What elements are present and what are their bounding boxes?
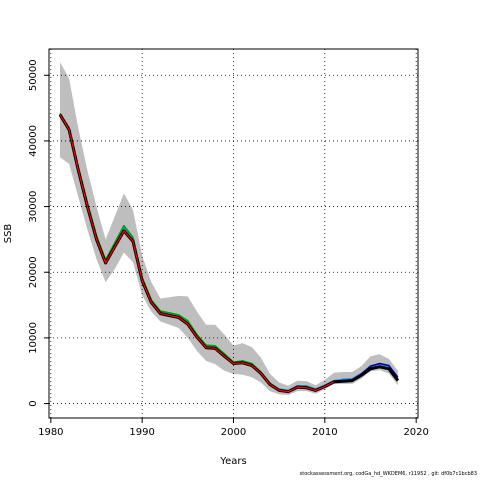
y-tick-label: 40000 bbox=[28, 125, 39, 157]
series-layer bbox=[58, 112, 400, 394]
confidence-band-layer bbox=[60, 62, 398, 395]
x-axis: 1980 1990 2000 2010 2020 bbox=[38, 417, 429, 438]
y-tick-label: 20000 bbox=[28, 256, 39, 288]
x-tick-label: 2020 bbox=[403, 427, 428, 438]
x-tick-label: 1980 bbox=[38, 427, 63, 438]
y-tick-label: 10000 bbox=[28, 322, 39, 354]
x-tick-label: 2000 bbox=[221, 427, 246, 438]
confidence-band bbox=[60, 62, 398, 395]
y-axis: 0 10000 20000 30000 40000 50000 bbox=[28, 59, 49, 407]
y-axis-title: SSB bbox=[3, 224, 14, 244]
footer-note: stockassessment.org, codGa_hd_WKDEM6, r1… bbox=[299, 471, 477, 477]
x-tick-label: 1990 bbox=[129, 427, 154, 438]
x-axis-title: Years bbox=[219, 456, 246, 467]
y-tick-label: 50000 bbox=[28, 59, 39, 91]
y-tick-label: 30000 bbox=[28, 191, 39, 223]
grid-layer bbox=[49, 49, 418, 418]
y-tick-label: 0 bbox=[28, 400, 39, 406]
series-line-6 bbox=[59, 114, 335, 393]
x-tick-label: 2010 bbox=[312, 427, 337, 438]
